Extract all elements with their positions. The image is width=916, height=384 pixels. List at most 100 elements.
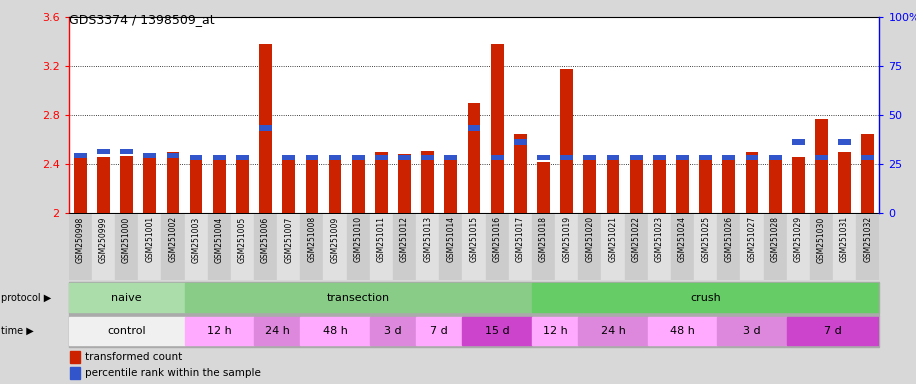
Bar <box>699 155 712 160</box>
Text: protocol ▶: protocol ▶ <box>1 293 51 303</box>
Bar <box>213 159 225 213</box>
Text: GSM251015: GSM251015 <box>470 216 478 262</box>
Bar <box>532 283 879 313</box>
Text: 24 h: 24 h <box>265 326 289 336</box>
Bar <box>71 367 80 379</box>
Bar <box>653 155 666 160</box>
Bar <box>787 214 810 280</box>
Text: naive: naive <box>111 293 142 303</box>
Bar <box>815 155 828 160</box>
Bar <box>514 134 527 213</box>
Bar <box>421 155 434 160</box>
Bar <box>514 139 527 145</box>
Bar <box>138 214 161 280</box>
Text: 15 d: 15 d <box>485 326 509 336</box>
Bar <box>231 214 254 280</box>
Bar <box>167 153 180 158</box>
Text: GSM251002: GSM251002 <box>169 216 178 262</box>
Text: transection: transection <box>327 293 390 303</box>
Bar <box>323 214 346 280</box>
Bar <box>561 155 573 160</box>
Bar <box>532 316 578 346</box>
Bar <box>282 155 295 160</box>
Bar <box>648 214 671 280</box>
Bar <box>190 159 202 213</box>
Text: GSM251010: GSM251010 <box>354 216 363 262</box>
Text: GSM251005: GSM251005 <box>238 216 247 263</box>
Bar <box>764 214 787 280</box>
Bar <box>190 155 202 160</box>
Text: 7 d: 7 d <box>431 326 448 336</box>
Bar <box>144 156 156 213</box>
Bar <box>491 44 504 213</box>
Bar <box>352 155 365 160</box>
Text: GSM251012: GSM251012 <box>400 216 409 262</box>
Text: GSM251014: GSM251014 <box>446 216 455 262</box>
Bar <box>416 316 463 346</box>
Text: GSM251023: GSM251023 <box>655 216 664 262</box>
Bar <box>69 316 184 346</box>
Bar <box>625 214 648 280</box>
Bar <box>537 155 550 160</box>
Bar <box>723 159 736 213</box>
Text: crush: crush <box>691 293 721 303</box>
Bar <box>468 103 480 213</box>
Bar <box>306 155 318 160</box>
Bar <box>792 157 804 213</box>
Text: GSM251030: GSM251030 <box>817 216 826 263</box>
Bar <box>92 214 115 280</box>
Text: GSM251019: GSM251019 <box>562 216 572 262</box>
Bar <box>120 149 133 154</box>
Bar <box>74 157 87 213</box>
Text: 24 h: 24 h <box>601 326 626 336</box>
Bar <box>120 156 133 213</box>
Bar <box>306 158 318 213</box>
Bar <box>213 155 225 160</box>
Bar <box>254 316 300 346</box>
Bar <box>393 214 416 280</box>
Bar <box>97 157 110 213</box>
Text: GSM251009: GSM251009 <box>331 216 340 263</box>
Text: GSM251013: GSM251013 <box>423 216 432 262</box>
Bar <box>398 155 411 160</box>
Text: 7 d: 7 d <box>824 326 842 336</box>
Bar <box>329 159 342 213</box>
Bar <box>440 214 463 280</box>
Text: GSM251024: GSM251024 <box>678 216 687 262</box>
Text: GSM251018: GSM251018 <box>539 216 548 262</box>
Bar <box>278 214 300 280</box>
Bar <box>555 214 578 280</box>
Bar <box>578 214 602 280</box>
Bar <box>746 152 758 213</box>
Text: GSM251020: GSM251020 <box>585 216 594 262</box>
Bar <box>561 69 573 213</box>
Bar <box>468 125 480 131</box>
Text: GSM251016: GSM251016 <box>493 216 502 262</box>
Bar <box>144 153 156 158</box>
Bar <box>532 214 555 280</box>
Bar <box>184 214 208 280</box>
Bar <box>161 214 184 280</box>
Bar <box>184 316 254 346</box>
Bar <box>653 161 666 213</box>
Bar <box>815 119 828 213</box>
Bar <box>236 155 249 160</box>
Text: GSM251026: GSM251026 <box>725 216 734 262</box>
Bar <box>699 159 712 213</box>
Bar <box>630 157 642 213</box>
Bar <box>606 155 619 160</box>
Bar <box>74 153 87 158</box>
Bar <box>208 214 231 280</box>
Text: GSM251008: GSM251008 <box>308 216 316 262</box>
Bar <box>676 155 689 160</box>
Bar <box>300 214 323 280</box>
Text: GSM250998: GSM250998 <box>76 216 85 263</box>
Bar <box>578 316 648 346</box>
Bar <box>838 152 851 213</box>
Bar <box>861 155 874 160</box>
Bar <box>833 214 856 280</box>
Bar <box>184 283 532 313</box>
Bar <box>282 158 295 213</box>
Bar <box>375 155 387 160</box>
Text: time ▶: time ▶ <box>1 326 34 336</box>
